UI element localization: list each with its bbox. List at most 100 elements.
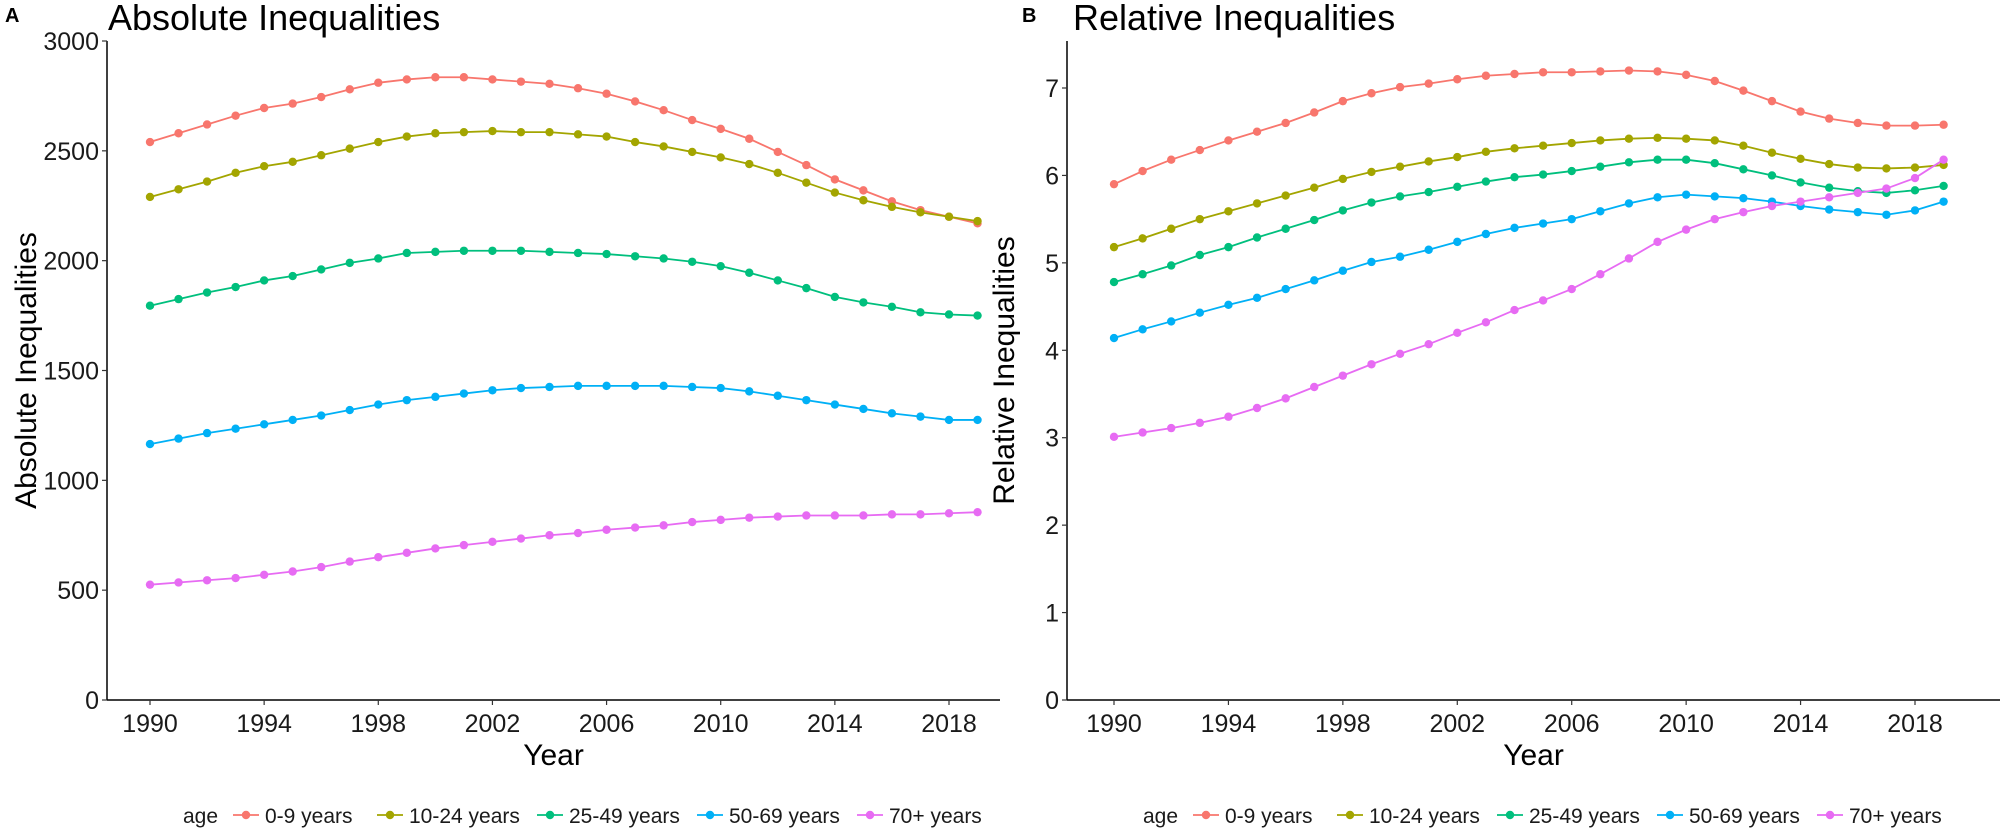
data-point bbox=[630, 252, 640, 261]
data-point bbox=[1367, 89, 1376, 98]
data-point bbox=[630, 381, 640, 391]
data-point bbox=[202, 576, 212, 585]
data-point bbox=[1481, 229, 1491, 239]
data-point bbox=[916, 308, 925, 317]
data-point bbox=[659, 105, 668, 115]
data-point bbox=[687, 147, 697, 157]
data-point bbox=[1939, 181, 1948, 191]
data-point bbox=[602, 249, 611, 259]
data-point bbox=[1138, 325, 1147, 334]
data-point bbox=[1882, 210, 1891, 219]
data-point bbox=[1510, 172, 1519, 182]
data-point bbox=[431, 73, 440, 82]
data-point bbox=[459, 73, 469, 82]
data-point bbox=[1453, 152, 1462, 162]
data-point bbox=[374, 400, 383, 409]
legend-title: age bbox=[183, 805, 218, 828]
data-point bbox=[802, 511, 811, 520]
data-point bbox=[745, 268, 754, 277]
data-point bbox=[1596, 136, 1605, 145]
y-axis-title: Absolute Inequalities bbox=[10, 232, 43, 509]
data-point bbox=[488, 126, 497, 136]
data-point bbox=[830, 400, 840, 409]
chart-title: Relative Inequalities bbox=[1073, 0, 1395, 38]
data-point bbox=[1538, 219, 1548, 228]
panel-b: B Relative Inequalities 0 1 2 3 4 5 6 7 1990 1994 19… bbox=[988, 0, 2000, 828]
data-point bbox=[1882, 121, 1891, 130]
series-10-24-years bbox=[1109, 133, 1948, 252]
data-point bbox=[1596, 270, 1605, 279]
data-point bbox=[317, 411, 326, 420]
data-point bbox=[1167, 155, 1176, 164]
x-tick-label: 2018 bbox=[1887, 710, 1943, 738]
data-point bbox=[1939, 155, 1948, 164]
legend-item: 10-24 years bbox=[1337, 805, 1480, 828]
data-point bbox=[1767, 201, 1777, 211]
data-point bbox=[1567, 138, 1576, 148]
data-point bbox=[1167, 224, 1176, 233]
data-point bbox=[973, 507, 982, 517]
data-point bbox=[1310, 276, 1319, 285]
legend: age 0-9 years 10-24 years 25-49 years 50-69 … bbox=[183, 805, 982, 828]
data-point bbox=[1224, 300, 1233, 310]
data-point bbox=[459, 389, 469, 398]
data-point bbox=[1453, 237, 1462, 247]
data-point bbox=[345, 144, 354, 153]
legend-label: 0-9 years bbox=[1225, 805, 1313, 828]
data-point bbox=[317, 562, 326, 572]
x-tick-label: 1998 bbox=[350, 710, 406, 738]
data-point bbox=[545, 531, 554, 540]
panel-label: B bbox=[1022, 5, 1036, 27]
data-point bbox=[973, 311, 982, 320]
legend-label: 70+ years bbox=[1849, 805, 1942, 828]
data-point bbox=[802, 178, 811, 187]
data-point bbox=[259, 420, 269, 429]
data-point bbox=[259, 103, 269, 113]
data-point bbox=[1281, 394, 1290, 403]
data-point bbox=[887, 510, 897, 519]
data-point bbox=[1824, 193, 1834, 202]
data-point bbox=[231, 573, 240, 583]
data-point bbox=[1367, 360, 1376, 369]
series-line bbox=[1113, 158, 1944, 283]
data-point bbox=[1281, 118, 1290, 128]
data-point bbox=[1195, 308, 1205, 317]
data-point bbox=[1510, 69, 1519, 79]
data-point bbox=[716, 515, 725, 525]
x-axis-title: Year bbox=[1503, 739, 1564, 772]
data-point bbox=[1767, 171, 1777, 180]
data-point bbox=[288, 271, 297, 281]
series-50-69-years bbox=[1109, 190, 1948, 343]
data-point bbox=[1510, 144, 1519, 153]
data-point bbox=[1224, 412, 1233, 421]
data-point bbox=[1653, 133, 1662, 143]
y-tick-label: 6 bbox=[1045, 162, 1059, 190]
data-point bbox=[1939, 120, 1948, 129]
data-point bbox=[1224, 207, 1233, 216]
data-point bbox=[916, 208, 925, 217]
data-point bbox=[602, 381, 611, 391]
data-point bbox=[259, 162, 269, 171]
data-point bbox=[973, 216, 982, 226]
y-tick-label: 5 bbox=[1045, 250, 1059, 278]
series-line bbox=[149, 511, 978, 586]
data-point bbox=[1195, 145, 1205, 155]
data-point bbox=[1681, 70, 1691, 80]
data-point bbox=[916, 510, 925, 519]
data-point bbox=[1367, 257, 1376, 267]
data-point bbox=[1538, 296, 1548, 305]
data-point bbox=[145, 301, 155, 310]
data-point bbox=[859, 196, 868, 205]
data-point bbox=[1739, 141, 1748, 150]
data-point bbox=[659, 381, 668, 391]
legend-label: 70+ years bbox=[889, 805, 982, 828]
x-tick-label: 1998 bbox=[1315, 710, 1371, 738]
legend-title: age bbox=[1143, 805, 1178, 828]
data-point bbox=[1395, 82, 1405, 92]
data-point bbox=[488, 246, 497, 255]
data-point bbox=[1910, 173, 1920, 183]
x-tick-label: 1990 bbox=[122, 710, 178, 738]
data-point bbox=[202, 120, 212, 129]
data-point bbox=[1453, 182, 1462, 191]
legend-label: 50-69 years bbox=[729, 805, 840, 828]
